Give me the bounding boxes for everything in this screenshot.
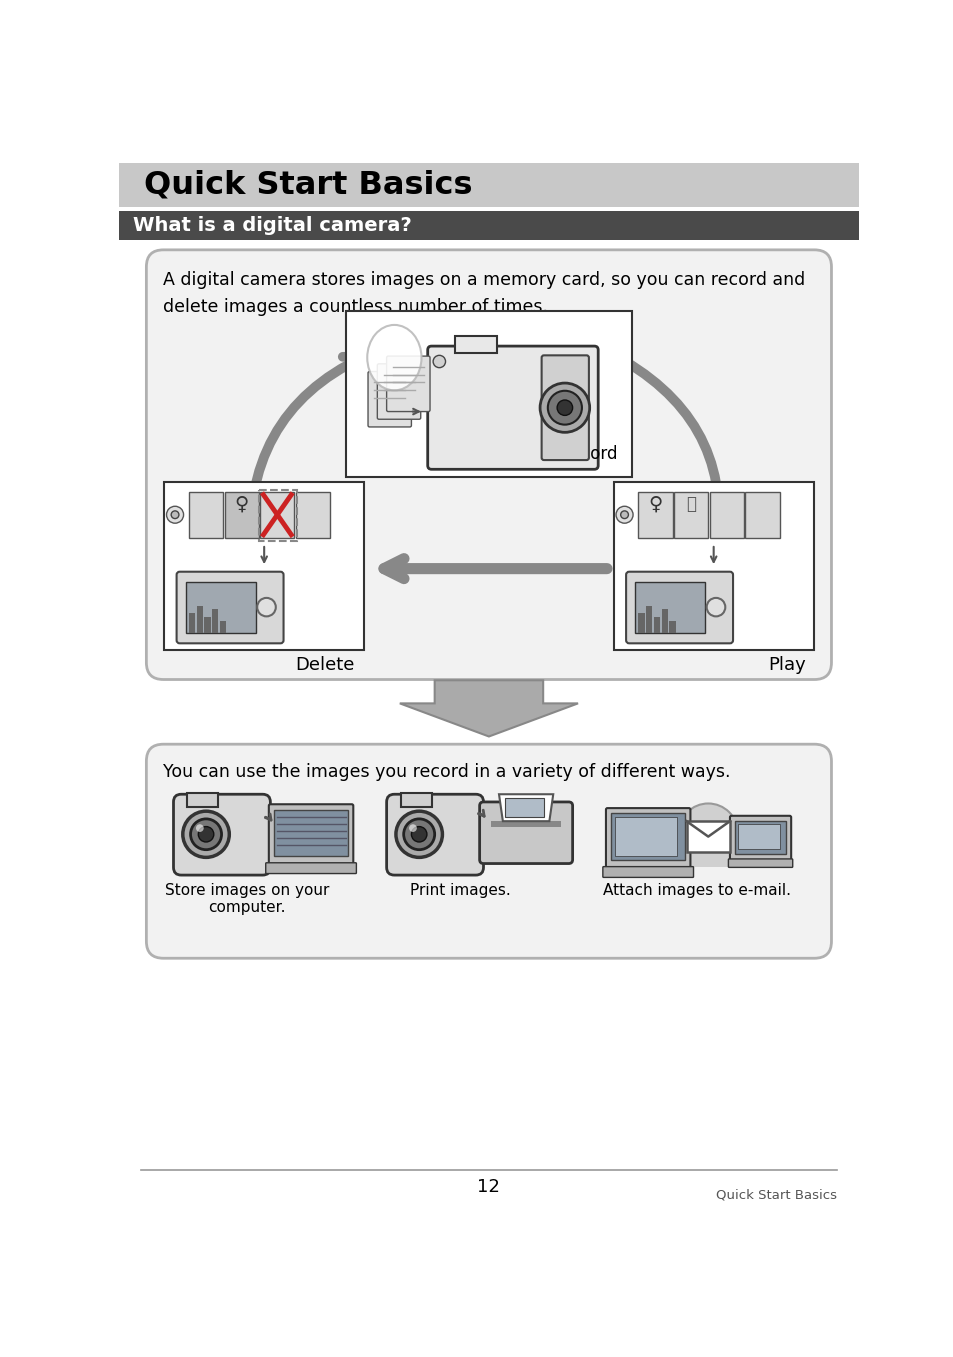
FancyBboxPatch shape (266, 863, 356, 874)
FancyBboxPatch shape (625, 571, 732, 643)
Circle shape (620, 510, 628, 518)
Bar (224, 491, 258, 537)
Text: Print images.: Print images. (410, 883, 510, 898)
Bar (737, 824, 780, 849)
Polygon shape (498, 794, 553, 821)
Bar (204, 617, 211, 632)
FancyBboxPatch shape (541, 356, 588, 460)
Text: You can use the images you record in a variety of different ways.: You can use the images you record in a v… (163, 764, 730, 782)
Text: ⛵: ⛵ (685, 495, 696, 513)
Bar (119, 210, 858, 240)
FancyBboxPatch shape (729, 816, 790, 862)
Circle shape (662, 822, 703, 862)
FancyArrowPatch shape (609, 353, 727, 541)
FancyBboxPatch shape (269, 805, 353, 864)
Bar (491, 821, 560, 828)
Text: Delete: Delete (295, 657, 355, 674)
Bar (662, 840, 732, 867)
Circle shape (183, 811, 229, 858)
Circle shape (679, 803, 737, 862)
Circle shape (191, 818, 221, 849)
Bar (661, 609, 667, 632)
Bar (186, 582, 255, 632)
Bar (346, 312, 631, 478)
Circle shape (198, 826, 213, 841)
Circle shape (706, 598, 724, 616)
Bar (260, 491, 294, 537)
Bar (635, 582, 704, 632)
FancyBboxPatch shape (386, 356, 430, 411)
Text: ♀: ♀ (648, 495, 662, 514)
FancyBboxPatch shape (368, 372, 411, 427)
Text: Attach images to e-mail.: Attach images to e-mail. (602, 883, 790, 898)
Bar (669, 622, 675, 632)
Circle shape (403, 818, 435, 849)
Bar (654, 617, 659, 632)
Bar (400, 792, 431, 806)
Bar (119, 163, 858, 208)
Circle shape (395, 811, 442, 858)
Circle shape (714, 828, 748, 862)
Bar (220, 622, 226, 632)
Text: Record: Record (559, 445, 617, 463)
FancyBboxPatch shape (377, 364, 420, 419)
FancyBboxPatch shape (386, 794, 483, 875)
Bar (735, 821, 785, 855)
Text: Quick Start Basics: Quick Start Basics (144, 170, 472, 201)
Bar (709, 491, 743, 537)
FancyBboxPatch shape (146, 250, 831, 680)
Text: A digital camera stores images on a memory card, so you can record and
delete im: A digital camera stores images on a memo… (163, 271, 805, 316)
Circle shape (433, 356, 445, 368)
Bar (164, 482, 364, 650)
Bar (187, 792, 218, 806)
Circle shape (539, 383, 589, 433)
Bar (455, 337, 497, 353)
FancyArrowPatch shape (250, 357, 362, 560)
FancyBboxPatch shape (605, 809, 690, 868)
Text: What is a digital camera?: What is a digital camera? (133, 216, 412, 235)
Circle shape (557, 400, 572, 415)
Bar (196, 605, 203, 632)
Circle shape (411, 826, 427, 841)
FancyBboxPatch shape (479, 802, 572, 863)
FancyBboxPatch shape (146, 744, 831, 958)
Text: Play: Play (767, 657, 805, 674)
Bar (274, 810, 348, 856)
FancyArrowPatch shape (384, 559, 606, 578)
FancyBboxPatch shape (728, 859, 792, 867)
Bar (189, 613, 195, 632)
FancyBboxPatch shape (602, 867, 693, 878)
Text: Store images on your
computer.: Store images on your computer. (165, 883, 329, 915)
Ellipse shape (367, 324, 421, 391)
Bar (189, 491, 223, 537)
Bar (258, 490, 297, 541)
Bar (744, 491, 779, 537)
Circle shape (171, 510, 179, 518)
Circle shape (167, 506, 183, 524)
Bar (295, 491, 330, 537)
Circle shape (257, 598, 275, 616)
Polygon shape (399, 680, 578, 737)
Bar (613, 482, 813, 650)
Bar (212, 609, 218, 632)
Circle shape (409, 824, 416, 832)
Text: Quick Start Basics: Quick Start Basics (715, 1189, 836, 1201)
FancyBboxPatch shape (427, 346, 598, 470)
Text: ♀: ♀ (234, 495, 249, 514)
Bar (638, 491, 672, 537)
Text: 12: 12 (477, 1178, 499, 1196)
Bar (615, 817, 677, 856)
Bar (611, 813, 684, 860)
Circle shape (547, 391, 581, 425)
Bar (638, 613, 644, 632)
Bar (645, 605, 652, 632)
FancyBboxPatch shape (173, 794, 270, 875)
Circle shape (616, 506, 633, 524)
Bar (505, 798, 543, 817)
Circle shape (195, 824, 204, 832)
FancyBboxPatch shape (176, 571, 283, 643)
Bar (686, 821, 729, 852)
Bar (674, 491, 707, 537)
